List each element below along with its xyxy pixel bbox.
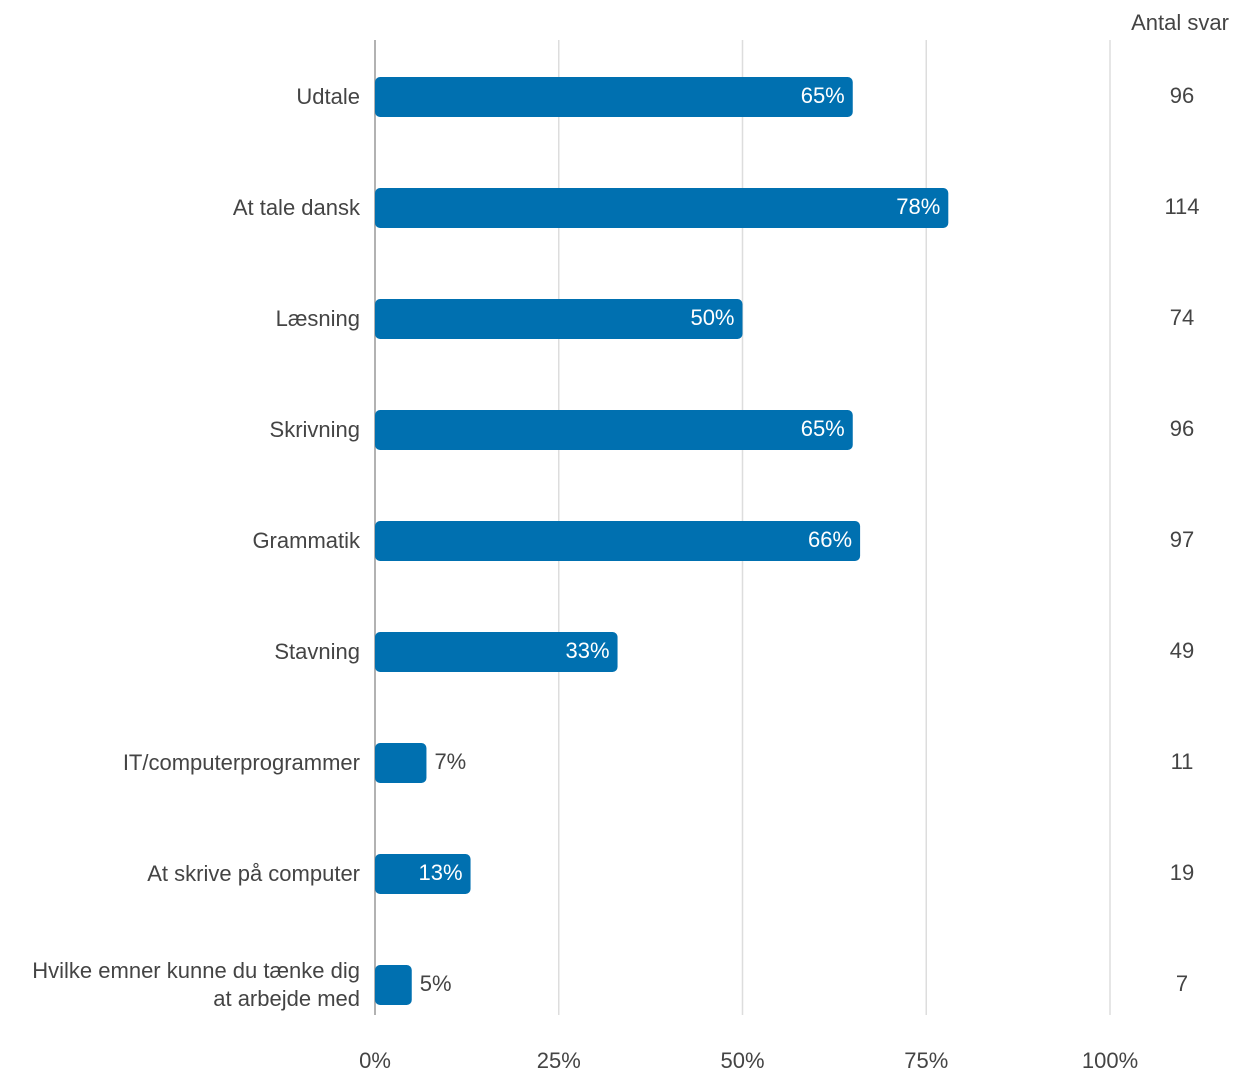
count: 49 <box>1170 638 1194 663</box>
x-tick-label: 100% <box>1082 1048 1138 1073</box>
bar <box>375 188 949 228</box>
bar <box>375 521 861 561</box>
x-tick-label: 25% <box>537 1048 581 1073</box>
value-label: 33% <box>566 638 610 663</box>
bar <box>375 854 471 894</box>
value-label: 65% <box>801 416 845 441</box>
bar <box>375 743 427 783</box>
value-label: 78% <box>896 194 940 219</box>
bar <box>375 410 853 450</box>
bar <box>375 965 412 1005</box>
x-tick-label: 75% <box>904 1048 948 1073</box>
value-label: 7% <box>434 749 466 774</box>
value-label: 5% <box>420 971 452 996</box>
count: 96 <box>1170 416 1194 441</box>
y-tick-label: Hvilke emner kunne du tænke dig at arbej… <box>32 958 360 1011</box>
y-tick-label: Udtale <box>296 84 360 109</box>
value-label: 66% <box>808 527 852 552</box>
count: 114 <box>1164 194 1199 219</box>
bar <box>375 632 618 672</box>
count: 74 <box>1170 305 1194 330</box>
bar <box>375 299 743 339</box>
y-tick-label: IT/computerprogrammer <box>122 750 360 775</box>
x-tick-label: 0% <box>359 1048 391 1073</box>
counts-header: Antal svar <box>1131 10 1229 35</box>
bar <box>375 77 853 117</box>
y-tick-label: At tale dansk <box>232 195 360 220</box>
count: 7 <box>1176 971 1188 996</box>
x-tick-label: 50% <box>720 1048 764 1073</box>
y-tick-label: Læsning <box>275 306 360 331</box>
count: 11 <box>1171 749 1194 774</box>
count: 97 <box>1170 527 1194 552</box>
value-label: 50% <box>690 305 734 330</box>
y-tick-label: Stavning <box>274 639 360 664</box>
value-label: 13% <box>419 860 463 885</box>
count: 96 <box>1170 83 1194 108</box>
value-label: 65% <box>801 83 845 108</box>
count: 19 <box>1170 860 1194 885</box>
y-tick-label: Skrivning <box>269 417 360 442</box>
y-tick-label: At skrive på computer <box>147 861 360 886</box>
y-tick-label: Grammatik <box>252 528 360 553</box>
